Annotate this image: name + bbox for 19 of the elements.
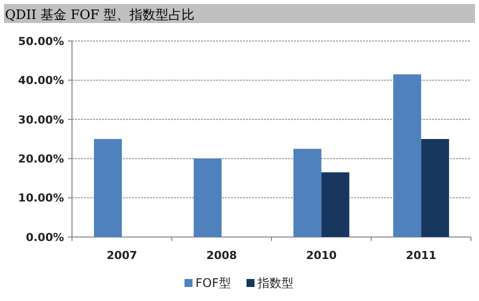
bar: [393, 74, 422, 237]
bar: [194, 158, 222, 237]
bar: [421, 139, 450, 237]
chart-title: QDII 基金 FOF 型、指数型占比: [5, 8, 194, 23]
bar: [293, 148, 322, 237]
y-tick-label: 0.00%: [26, 230, 64, 244]
x-tick-label: 2011: [406, 249, 436, 262]
x-tick-label: 2007: [106, 249, 138, 262]
x-tick-label: 2010: [306, 249, 338, 262]
x-tick-label: 2008: [206, 249, 237, 262]
y-tick-label: 20.00%: [18, 152, 64, 166]
bar: [94, 139, 122, 237]
y-tick-label: 30.00%: [18, 113, 64, 126]
y-tick-label: 10.00%: [18, 192, 64, 205]
bar: [321, 172, 350, 237]
legend-label: FOF型: [196, 276, 231, 290]
y-tick-label: 50.00%: [18, 34, 64, 48]
y-tick-label: 40.00%: [18, 74, 64, 88]
legend-label: 指数型: [256, 276, 294, 290]
